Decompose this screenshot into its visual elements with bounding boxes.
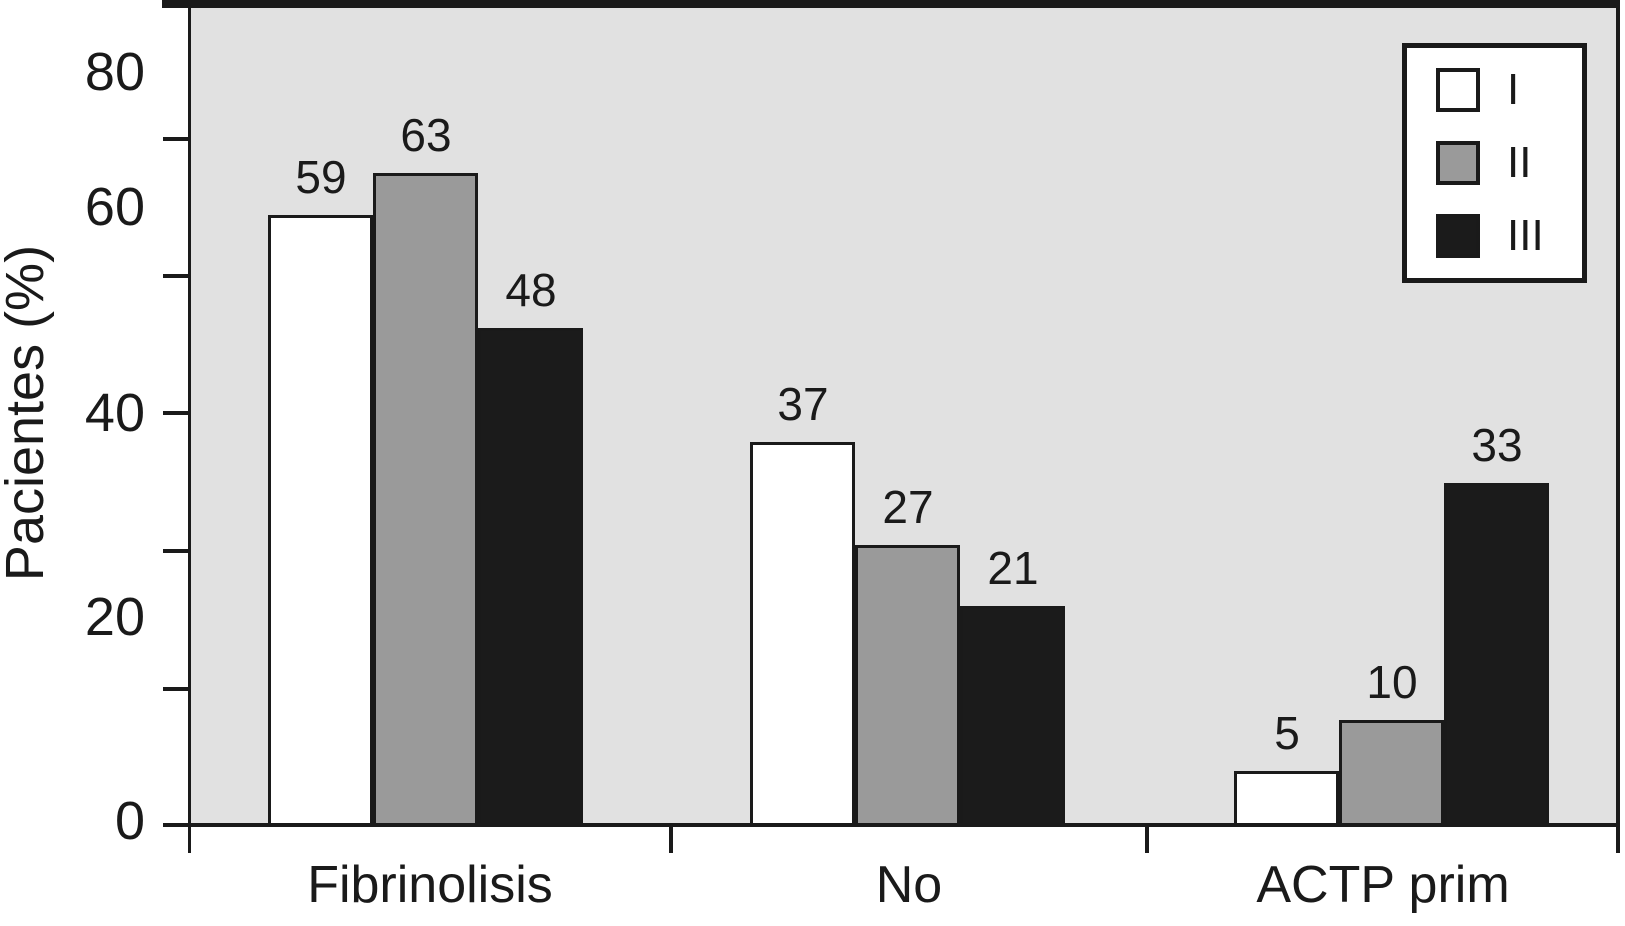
bar-value-label: 27 — [882, 481, 934, 533]
bars-layer: 59 63 48 37 27 21 5 10 33 — [191, 0, 1616, 823]
legend: I II III — [1402, 43, 1587, 283]
x-axis-category-label: Fibrinolisis — [307, 856, 553, 914]
legend-row: I — [1436, 68, 1582, 112]
y-axis-tick-label: 40 — [84, 383, 145, 443]
y-axis-line — [188, 0, 191, 853]
bar-III-No — [960, 606, 1065, 823]
bar-value-label: 10 — [1366, 656, 1418, 708]
legend-swatch-I — [1436, 68, 1480, 112]
bar-value-label: 5 — [1274, 707, 1300, 759]
bar-II-No — [855, 545, 960, 823]
plot-top-border — [162, 0, 1620, 8]
bar-III-ACTP prim — [1444, 483, 1549, 823]
bar-I-No — [750, 442, 855, 823]
legend-swatch-II — [1436, 141, 1480, 185]
legend-swatch-III — [1436, 214, 1480, 258]
bar-value-label: 59 — [295, 151, 347, 203]
y-axis-minor-tick — [163, 687, 191, 691]
bar-III-Fibrinolisis — [478, 328, 583, 823]
plot-right-border — [1616, 8, 1620, 853]
bar-II-Fibrinolisis — [373, 173, 478, 823]
category-separator-tick — [1145, 823, 1149, 853]
bar-value-label: 63 — [400, 109, 452, 161]
y-axis-tick-label: 60 — [84, 177, 145, 237]
x-axis-category-label: No — [875, 856, 943, 914]
legend-label: III — [1507, 211, 1544, 260]
legend-label: I — [1507, 65, 1520, 114]
bar-value-label: 48 — [505, 264, 557, 316]
bar-value-label: 33 — [1471, 419, 1523, 471]
bar-I-ACTP prim — [1234, 771, 1339, 823]
x-axis-category-label: ACTP prim — [1256, 856, 1510, 914]
y-axis-title: Pacientes (%) — [0, 244, 55, 582]
y-axis-tick-label: 80 — [84, 42, 145, 102]
y-axis-minor-tick — [163, 411, 191, 415]
legend-row: II — [1436, 141, 1582, 185]
bar-value-label: 37 — [777, 378, 829, 430]
y-axis-tick-label: 20 — [84, 587, 145, 647]
bar-value-label: 21 — [987, 542, 1039, 594]
y-axis-minor-tick — [163, 274, 191, 278]
x-axis-line — [163, 823, 1620, 827]
bar-II-ACTP prim — [1339, 720, 1444, 823]
legend-label: II — [1507, 138, 1532, 187]
bar-I-Fibrinolisis — [268, 215, 373, 823]
legend-row: III — [1436, 214, 1582, 258]
y-axis-tick-label: 0 — [114, 791, 145, 851]
y-axis-minor-tick — [163, 549, 191, 553]
y-axis-minor-tick — [163, 137, 191, 141]
category-separator-tick — [669, 823, 673, 853]
